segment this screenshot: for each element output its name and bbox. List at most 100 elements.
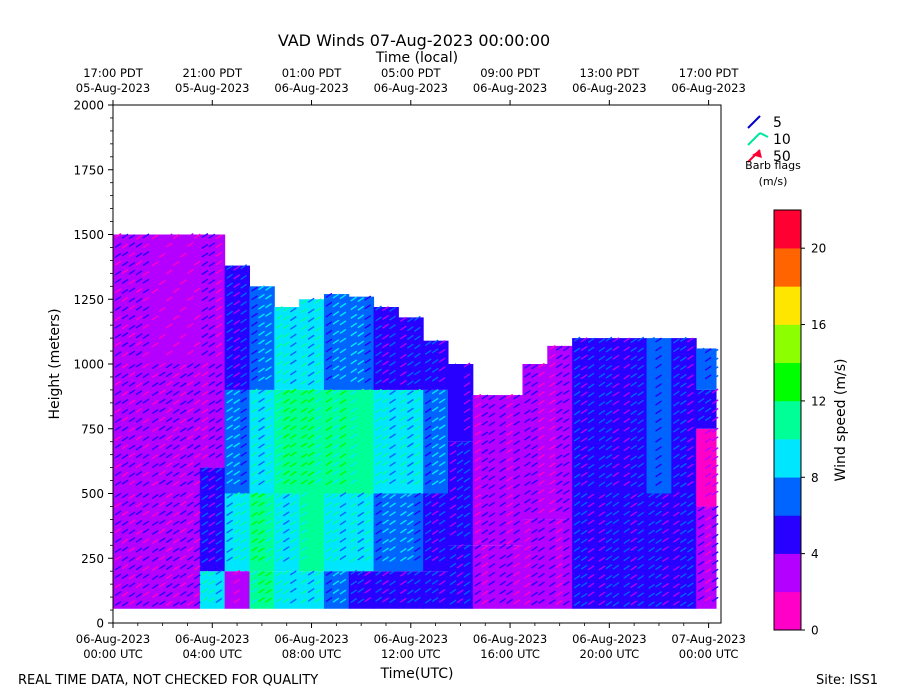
wind-barb <box>258 356 265 362</box>
wind-barb <box>531 373 538 379</box>
wind-barb <box>201 399 209 405</box>
wind-cell <box>547 345 573 520</box>
wind-barb <box>151 454 159 460</box>
wind-cell <box>572 338 598 494</box>
wind-barb <box>179 472 187 478</box>
wind-barb <box>573 419 581 425</box>
wind-barb <box>481 403 489 409</box>
wind-barb <box>332 510 340 517</box>
wind-barb <box>704 437 712 443</box>
wind-barb <box>573 436 581 442</box>
wind-barb <box>135 510 143 516</box>
wind-barb <box>488 475 496 481</box>
wind-barb <box>474 485 482 491</box>
wind-barb <box>573 520 581 526</box>
wind-barb <box>623 501 631 508</box>
wind-barb <box>382 323 389 329</box>
wind-barb <box>389 433 396 439</box>
wind-barb <box>389 537 396 543</box>
wind-barb <box>364 341 372 347</box>
wind-barb <box>548 425 556 431</box>
wind-barb <box>506 590 514 596</box>
wind-barb <box>240 337 248 344</box>
wind-barb <box>201 529 209 535</box>
wind-barb <box>165 372 173 378</box>
top-tick-time: 09:00 PDT <box>480 66 541 80</box>
barb-group <box>573 336 595 488</box>
wind-barb <box>121 373 129 379</box>
wind-barb <box>711 348 719 354</box>
wind-barb <box>648 529 655 535</box>
wind-barb <box>573 600 581 607</box>
wind-barb <box>357 305 365 311</box>
wind-barb <box>488 571 496 577</box>
wind-barb <box>307 425 315 431</box>
wind-barb <box>300 537 308 543</box>
wind-barb <box>364 443 372 449</box>
wind-barb <box>555 599 563 605</box>
wind-barb <box>499 538 507 544</box>
wind-barb <box>406 546 414 552</box>
wind-barb <box>128 261 136 267</box>
wind-barb <box>121 444 129 450</box>
wind-barb <box>357 529 365 535</box>
wind-cell <box>448 545 474 609</box>
wind-barb <box>172 390 180 396</box>
barb-group <box>375 569 396 604</box>
wind-barb <box>172 480 180 486</box>
wind-barb <box>121 306 129 312</box>
wind-barb <box>474 456 482 463</box>
wind-barb <box>357 546 365 552</box>
barb-group <box>300 388 322 486</box>
wind-barb <box>679 399 687 406</box>
wind-barb <box>431 367 439 373</box>
wind-barb <box>499 572 507 578</box>
wind-barb <box>573 529 581 535</box>
wind-barb <box>580 582 588 588</box>
wind-barb <box>655 493 662 499</box>
wind-barb <box>215 364 223 370</box>
wind-barb <box>375 342 382 348</box>
wind-barb <box>637 436 645 442</box>
wind-barb <box>314 398 322 404</box>
wind-barb <box>128 600 136 606</box>
wind-barb <box>172 381 180 387</box>
wind-barb <box>382 434 389 441</box>
wind-barb <box>587 426 595 433</box>
wind-barb <box>548 581 556 587</box>
wind-barb <box>186 555 194 561</box>
wind-barb <box>151 502 159 508</box>
wind-barb <box>240 346 248 352</box>
wind-barb <box>562 354 570 361</box>
wind-barb <box>275 398 283 404</box>
wind-barb <box>580 501 588 507</box>
wind-barb <box>499 501 507 508</box>
wind-barb <box>275 556 283 562</box>
wind-barb <box>389 546 396 552</box>
wind-barb <box>186 233 194 239</box>
wind-barb <box>165 435 173 441</box>
wind-barb <box>531 470 538 476</box>
wind-barb <box>623 582 631 588</box>
wind-barb <box>623 337 631 343</box>
wind-barb <box>679 454 687 460</box>
wind-barb <box>332 310 340 317</box>
wind-barb <box>208 476 216 482</box>
top-tick-time: 13:00 PDT <box>580 66 641 80</box>
wind-barb <box>524 536 531 542</box>
wind-barb <box>456 505 464 511</box>
wind-barb <box>481 483 489 489</box>
wind-barb <box>128 234 136 240</box>
barb-group <box>648 492 669 607</box>
wind-barb <box>172 538 180 544</box>
wind-barb <box>463 581 471 587</box>
wind-barb <box>382 478 389 484</box>
barb-group <box>375 305 396 385</box>
wind-barb <box>375 316 382 322</box>
wind-barb <box>513 562 521 568</box>
y-tick-label: 1500 <box>73 228 104 242</box>
wind-barb <box>424 546 432 552</box>
wind-barb <box>193 453 201 459</box>
wind-barb <box>314 443 322 449</box>
y-tick-label: 500 <box>81 487 104 501</box>
